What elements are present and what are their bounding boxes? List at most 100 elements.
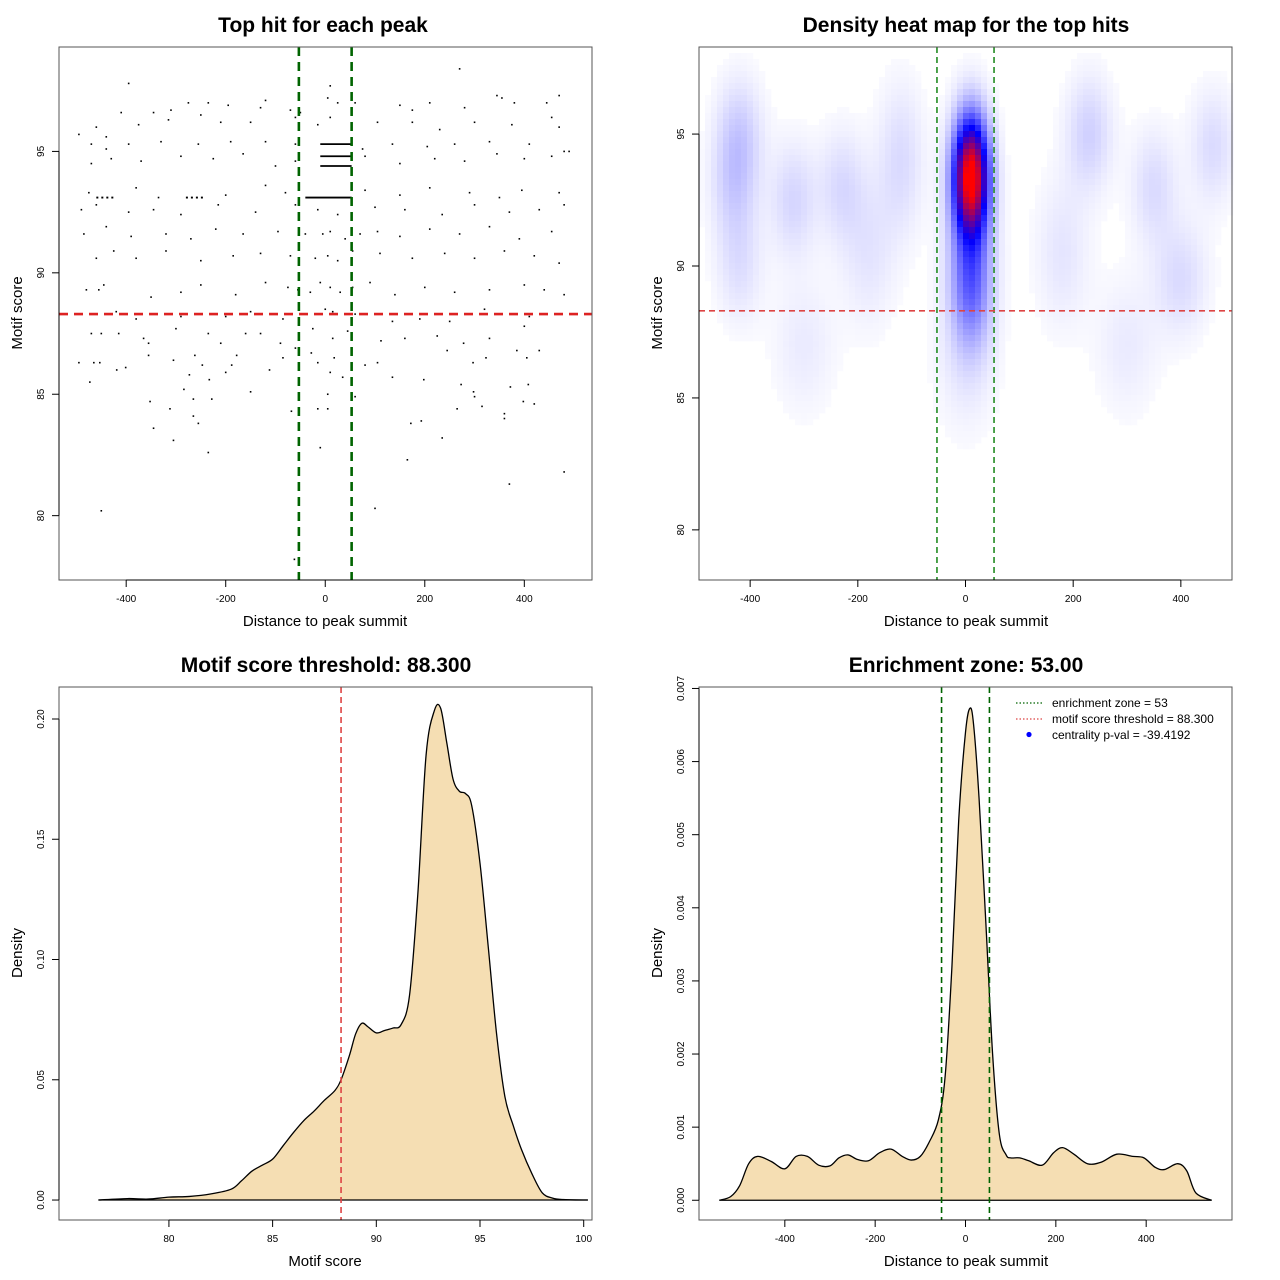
data-point [460, 383, 462, 386]
heat-cell [1161, 191, 1168, 198]
heat-cell [801, 245, 808, 252]
heat-cell [981, 323, 988, 330]
heat-cell [933, 191, 940, 198]
heat-cell [837, 365, 844, 372]
heat-cell [819, 245, 826, 252]
heat-cell [1005, 257, 1012, 264]
heat-cell [963, 431, 970, 438]
heat-cell [1161, 149, 1168, 156]
heat-cell [759, 131, 766, 138]
heat-cell [909, 101, 916, 108]
heat-cell [945, 317, 952, 324]
heat-cell [1179, 299, 1186, 306]
heat-cell [987, 221, 994, 228]
heat-cell [777, 131, 784, 138]
heat-cell [1203, 239, 1210, 246]
heat-cell [1077, 101, 1084, 108]
heat-cell [1131, 329, 1138, 336]
heat-cell [813, 281, 820, 288]
heat-cell [801, 125, 808, 132]
heat-cell [951, 77, 958, 84]
heat-cell [993, 275, 1000, 282]
heat-cell [1131, 167, 1138, 174]
heat-cell [1209, 185, 1216, 192]
heat-cell [1035, 227, 1042, 234]
heat-cell [981, 281, 988, 288]
heat-cell [1203, 191, 1210, 198]
heat-cell [969, 197, 976, 204]
heat-cell [801, 371, 808, 378]
heat-cell [1197, 245, 1204, 252]
heat-cell [831, 131, 838, 138]
heat-cell [1179, 179, 1186, 186]
heat-cell [855, 317, 862, 324]
heat-cell [837, 197, 844, 204]
heat-cell [1209, 89, 1216, 96]
heat-cell [783, 215, 790, 222]
data-point [147, 342, 150, 345]
heat-cell [1119, 377, 1126, 384]
heat-cell [1131, 251, 1138, 258]
heat-cell [765, 251, 772, 258]
heat-cell [867, 191, 874, 198]
heat-cell [1173, 251, 1180, 258]
heat-cell [771, 203, 778, 210]
heat-cell [879, 179, 886, 186]
heat-cell [795, 125, 802, 132]
heat-cell [915, 233, 922, 240]
heat-cell [933, 257, 940, 264]
heat-cell [777, 299, 784, 306]
heat-cell [1059, 227, 1066, 234]
heat-cell [723, 317, 730, 324]
heat-cell [813, 179, 820, 186]
heat-cell [1143, 275, 1150, 282]
heat-cell [933, 311, 940, 318]
heat-cell [993, 239, 1000, 246]
heat-cell [987, 401, 994, 408]
heat-cell [1185, 209, 1192, 216]
heat-cell [861, 113, 868, 120]
heat-cell [771, 179, 778, 186]
heat-cell [1125, 293, 1132, 300]
heat-cell [1215, 119, 1222, 126]
heat-cell [1227, 203, 1234, 210]
data-point [115, 369, 118, 371]
heat-cell [831, 119, 838, 126]
heat-cell [1083, 347, 1090, 354]
heat-cell [963, 299, 970, 306]
heat-cell [843, 119, 850, 126]
heat-cell [765, 269, 772, 276]
heat-cell [813, 239, 820, 246]
data-point [374, 507, 376, 510]
heat-cell [1125, 173, 1132, 180]
heat-cell [861, 293, 868, 300]
heat-cell [729, 263, 736, 270]
heat-cell [1209, 125, 1216, 132]
data-point [224, 194, 227, 196]
heat-cell [1173, 263, 1180, 270]
heat-cell [1155, 215, 1162, 222]
data-point [254, 211, 257, 213]
heat-cell [1131, 125, 1138, 132]
heat-cell [753, 113, 760, 120]
heat-cell [1149, 155, 1156, 162]
heat-cell [963, 65, 970, 72]
heat-cell [1101, 197, 1108, 204]
heat-cell [795, 137, 802, 144]
heat-cell [1125, 125, 1132, 132]
heat-cell [747, 119, 754, 126]
heat-cell [723, 95, 730, 102]
heat-cell [939, 263, 946, 270]
heat-cell [1167, 353, 1174, 360]
heat-cell [891, 305, 898, 312]
data-point [88, 191, 90, 194]
heat-cell [1197, 221, 1204, 228]
heat-cell [1191, 119, 1198, 126]
heat-cell [987, 227, 994, 234]
heat-cell [897, 269, 904, 276]
heat-cell [1179, 227, 1186, 234]
data-point [294, 347, 297, 349]
heat-cell [1185, 311, 1192, 318]
data-point [152, 427, 155, 430]
heat-cell [933, 263, 940, 270]
